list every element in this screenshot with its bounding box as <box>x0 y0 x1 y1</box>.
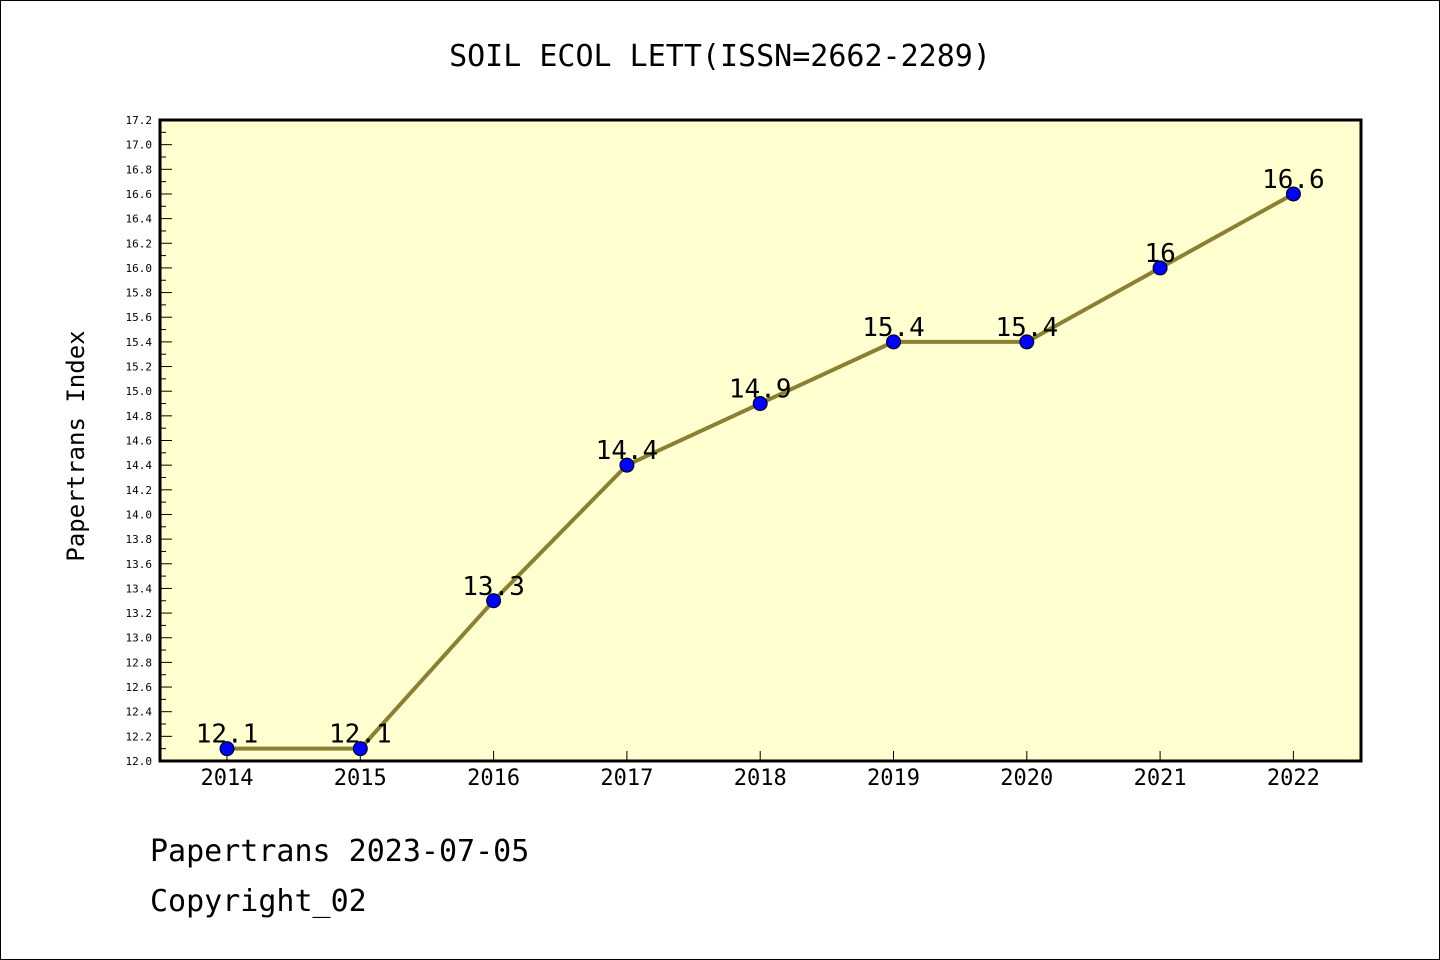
y-tick-label: 12.4 <box>126 706 153 719</box>
y-tick-label: 12.2 <box>126 730 153 743</box>
data-label: 12.1 <box>196 720 259 750</box>
data-label: 15.4 <box>995 313 1058 343</box>
x-tick-label: 2020 <box>1000 766 1053 791</box>
y-tick-label: 13.0 <box>126 632 153 645</box>
data-label: 14.4 <box>596 436 659 466</box>
x-tick-label: 2021 <box>1134 766 1187 791</box>
y-axis-ticks: 12.0 12.2 12.4 12.6 12.8 13.0 13.2 13.4 13.6 13.8… <box>126 114 172 768</box>
data-point <box>352 741 368 757</box>
y-axis-label: Papertrans Index <box>62 330 90 561</box>
y-tick-label: 14.6 <box>126 435 153 448</box>
data-label: 15.4 <box>862 313 925 343</box>
y-tick-label: 14.2 <box>126 484 153 497</box>
y-tick-label: 15.2 <box>126 361 153 374</box>
y-tick-label: 12.6 <box>126 681 153 694</box>
y-tick-label: 12.8 <box>126 656 153 669</box>
data-point <box>1285 186 1301 202</box>
data-label: 14.9 <box>729 375 792 405</box>
data-labels: 12.1 12.1 13.3 14.4 14.9 15.4 15.4 16 16.6 <box>196 165 1325 750</box>
data-point <box>752 396 768 412</box>
y-tick-label: 17.2 <box>126 114 153 127</box>
x-tick-label: 2018 <box>734 766 787 791</box>
data-point <box>1152 260 1168 276</box>
y-tick-label: 16.2 <box>126 237 153 250</box>
y-tick-label: 14.0 <box>126 508 153 521</box>
data-label: 13.3 <box>462 572 525 602</box>
footer-copyright: Copyright_02 <box>150 884 367 919</box>
data-point <box>619 457 635 473</box>
y-tick-label: 16.8 <box>126 163 153 176</box>
footer-date: Papertrans 2023-07-05 <box>150 834 530 869</box>
series-markers <box>219 186 1301 757</box>
x-tick-label: 2019 <box>867 766 920 791</box>
y-tick-label: 13.4 <box>126 582 153 595</box>
x-tick-label: 2017 <box>600 766 653 791</box>
x-tick-label: 2022 <box>1267 766 1320 791</box>
y-tick-label: 15.8 <box>126 287 153 300</box>
data-point <box>486 593 502 609</box>
y-tick-label: 16.0 <box>126 262 153 275</box>
y-tick-label: 12.0 <box>126 755 153 768</box>
y-tick-label: 15.0 <box>126 385 153 398</box>
x-tick-label: 2016 <box>467 766 520 791</box>
y-tick-label: 17.0 <box>126 139 153 152</box>
plot-area <box>158 118 1363 763</box>
data-label: 12.1 <box>329 720 392 750</box>
chart-title: SOIL ECOL LETT(ISSN=2662-2289) <box>449 39 991 74</box>
x-tick-label: 2015 <box>334 766 387 791</box>
y-tick-label: 14.8 <box>126 410 153 423</box>
y-tick-label: 16.4 <box>126 213 153 226</box>
y-tick-label: 16.6 <box>126 188 153 201</box>
x-axis-ticks: 2014 2015 2016 2017 2018 2019 2020 2021 2022 <box>201 751 1320 791</box>
data-label: 16.6 <box>1262 165 1325 195</box>
y-tick-label: 15.6 <box>126 311 153 324</box>
x-tick-label: 2014 <box>201 766 254 791</box>
y-tick-label: 13.6 <box>126 558 153 571</box>
data-point <box>219 741 235 757</box>
data-point <box>1019 334 1035 350</box>
data-point <box>886 334 901 350</box>
y-tick-label: 14.4 <box>126 459 153 472</box>
y-tick-label: 13.2 <box>126 607 153 620</box>
y-tick-label: 15.4 <box>126 336 153 349</box>
data-label: 16 <box>1144 239 1175 269</box>
y-tick-label: 13.8 <box>126 533 153 546</box>
